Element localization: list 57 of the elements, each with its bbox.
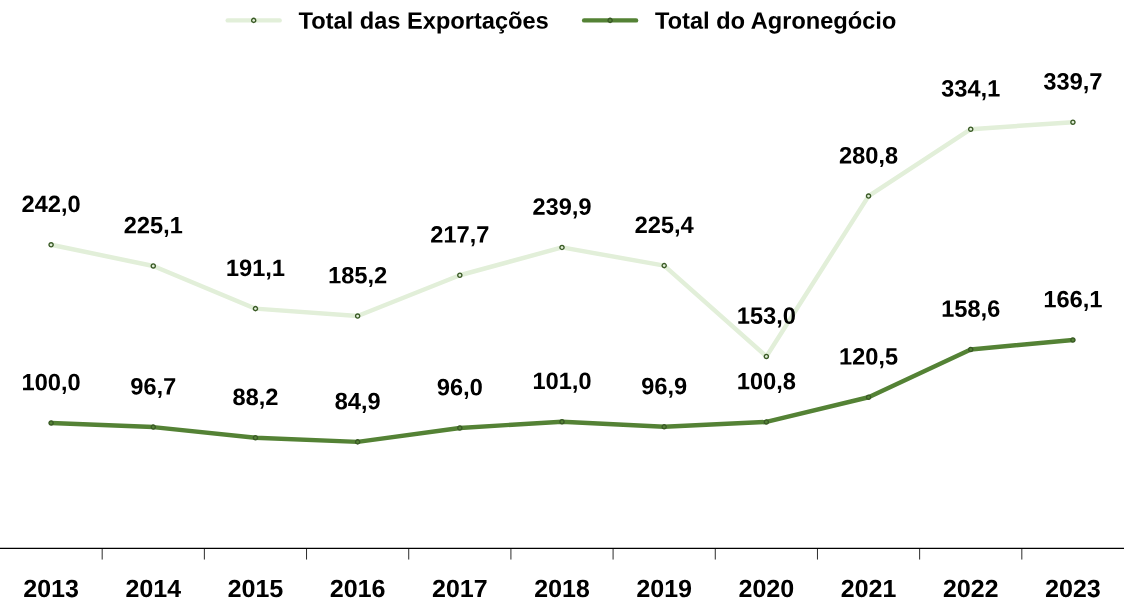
data-label: 100,0 xyxy=(23,373,80,394)
data-label: 166,1 xyxy=(1044,290,1102,311)
data-label: 242,0 xyxy=(22,195,80,216)
data-label: 225,1 xyxy=(124,216,183,237)
point xyxy=(865,394,872,401)
x-tick-label: 2020 xyxy=(739,579,794,598)
point xyxy=(661,424,667,430)
point xyxy=(967,346,974,353)
point xyxy=(967,126,974,132)
legend-label: Total das Exportações xyxy=(298,11,548,34)
point xyxy=(48,420,54,426)
point xyxy=(150,424,157,430)
point xyxy=(48,241,54,248)
point xyxy=(150,263,157,269)
legend-label: Total do Agronegócio xyxy=(655,11,896,34)
data-label: 153,0 xyxy=(738,307,795,328)
data-label: 280,8 xyxy=(839,146,898,168)
point xyxy=(252,305,259,312)
x-tick-label: 2013 xyxy=(24,579,78,598)
data-label: 96,7 xyxy=(131,377,176,399)
point xyxy=(354,313,361,319)
x-tick-label: 2021 xyxy=(841,579,896,598)
data-label: 339,7 xyxy=(1043,73,1102,94)
point xyxy=(763,419,770,425)
data-label: 191,1 xyxy=(227,259,285,280)
x-tick-label: 2014 xyxy=(126,579,181,598)
point xyxy=(457,272,463,279)
data-label: 100,8 xyxy=(738,372,796,393)
data-label: 120,5 xyxy=(840,348,898,369)
data-label: 217,7 xyxy=(431,226,489,247)
point xyxy=(559,418,565,425)
x-tick-label: 2019 xyxy=(637,579,692,598)
point xyxy=(1070,337,1076,343)
x-tick-label: 2022 xyxy=(943,579,998,598)
point xyxy=(354,439,361,445)
x-tick-label: 2016 xyxy=(330,579,385,598)
data-label: 158,6 xyxy=(942,300,1000,321)
point xyxy=(457,425,463,431)
point xyxy=(1070,119,1076,125)
point xyxy=(865,193,872,199)
data-label: 96,0 xyxy=(437,378,482,399)
point xyxy=(763,353,770,360)
point xyxy=(661,262,667,269)
data-label: 88,2 xyxy=(233,388,278,409)
x-tick-label: 2018 xyxy=(535,579,590,598)
data-label: 101,0 xyxy=(533,372,591,393)
data-label: 334,1 xyxy=(941,80,1000,101)
data-label: 225,4 xyxy=(635,216,694,237)
point xyxy=(252,434,259,441)
x-tick-label: 2015 xyxy=(228,579,283,598)
data-label: 96,9 xyxy=(642,377,687,398)
data-label: 185,2 xyxy=(329,266,387,288)
point xyxy=(559,244,565,251)
x-tick-label: 2017 xyxy=(432,579,487,598)
data-label: 84,9 xyxy=(335,392,380,413)
data-label: 239,9 xyxy=(533,198,591,219)
x-tick-label: 2023 xyxy=(1045,579,1100,598)
